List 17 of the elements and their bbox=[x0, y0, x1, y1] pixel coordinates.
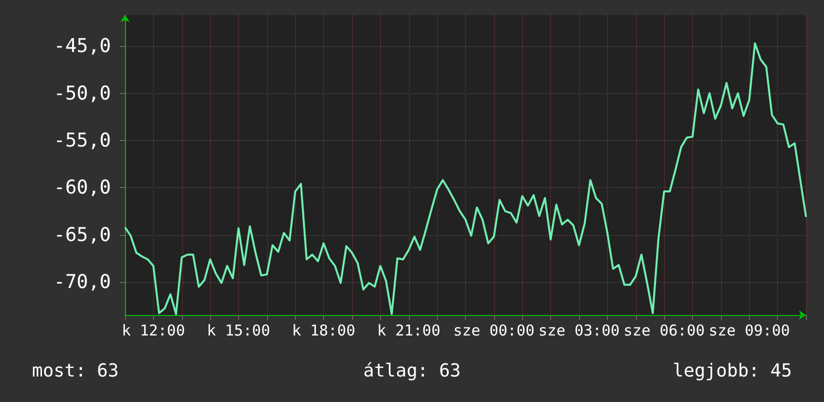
x-tick-label: k 12:00 bbox=[122, 322, 185, 340]
x-tick-label: k 15:00 bbox=[206, 322, 270, 340]
y-tick-label: -60,0 bbox=[54, 176, 111, 199]
x-tick-label: sze 06:00 bbox=[623, 322, 705, 340]
y-tick-label: -45,0 bbox=[54, 35, 111, 58]
y-tick-label: -50,0 bbox=[54, 82, 111, 104]
x-tick-label: sze 00:00 bbox=[453, 322, 535, 340]
x-tick-label: k 18:00 bbox=[292, 322, 356, 340]
x-tick-label: sze 03:00 bbox=[538, 322, 620, 340]
y-tick-label: -70,0 bbox=[54, 270, 111, 293]
y-tick-label: -65,0 bbox=[54, 224, 111, 246]
y-tick-label: -55,0 bbox=[54, 129, 111, 152]
x-tick-label: sze 09:00 bbox=[708, 322, 790, 340]
x-tick-label: k 21:00 bbox=[377, 322, 440, 340]
text: most: 63 bbox=[32, 360, 119, 382]
text: átlag: 63 bbox=[363, 360, 461, 382]
text: legjobb: 45 bbox=[672, 360, 792, 382]
